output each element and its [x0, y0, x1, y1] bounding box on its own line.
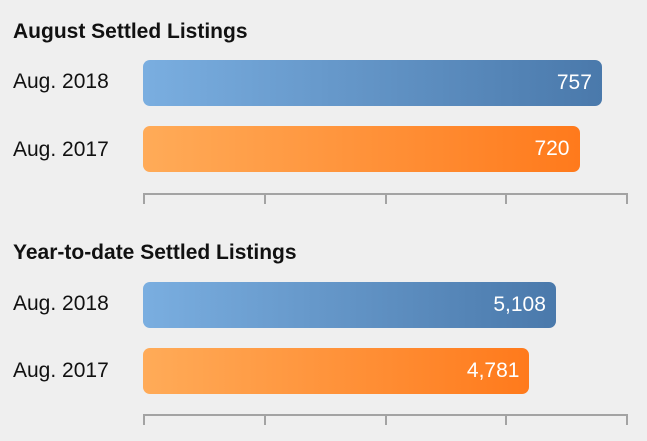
category-label: Aug. 2017	[13, 138, 109, 161]
chart-title: Year-to-date Settled Listings	[13, 241, 297, 264]
axis-tick	[384, 193, 387, 204]
axis-tick	[263, 414, 266, 425]
axis-tick	[505, 414, 508, 425]
x-axis	[143, 414, 628, 426]
bar: 4,781	[143, 348, 530, 394]
axis-tick	[505, 193, 508, 204]
category-label: Aug. 2017	[13, 359, 109, 382]
bar: 757	[143, 60, 602, 106]
bar-value-label: 4,781	[466, 359, 520, 382]
axis-tick	[263, 193, 266, 204]
axis-tick	[384, 414, 387, 425]
category-label: Aug. 2018	[13, 70, 109, 93]
axis-tick	[143, 414, 145, 425]
chart-title: August Settled Listings	[13, 20, 248, 43]
bar-value-label: 720	[534, 137, 570, 160]
category-label: Aug. 2018	[13, 292, 109, 315]
axis-tick	[143, 193, 145, 204]
axis-tick	[626, 414, 628, 425]
axis-tick	[626, 193, 628, 204]
bar: 5,108	[143, 282, 556, 328]
x-axis	[143, 193, 628, 205]
bar: 720	[143, 126, 580, 172]
bar-value-label: 5,108	[493, 293, 546, 316]
bar-value-label: 757	[556, 71, 592, 94]
